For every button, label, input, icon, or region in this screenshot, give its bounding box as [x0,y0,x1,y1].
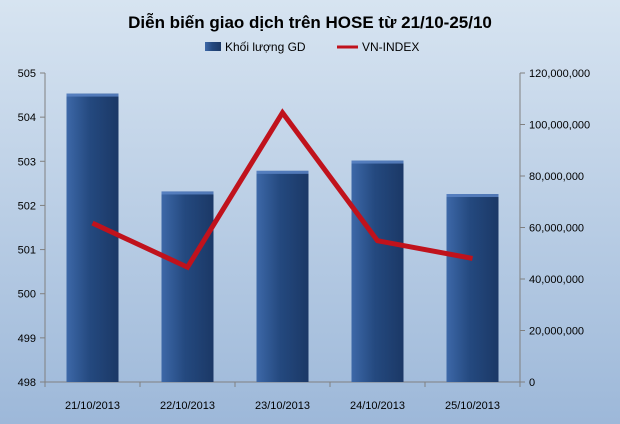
y-right-tick-label: 0 [529,377,535,389]
legend-label-line: VN-INDEX [362,40,419,54]
y-left-tick-label: 503 [18,156,36,168]
vn-index-line [91,108,473,271]
y-left-tick-label: 505 [18,68,36,80]
y-right-tick-label: 100,000,000 [529,120,590,132]
y-left-tick-label: 501 [18,245,36,257]
y-right-tick-label: 40,000,000 [529,274,584,286]
y-left-tick-label: 498 [18,377,36,389]
x-tick-label: 21/10/2013 [65,400,120,412]
y-right-tick-label: 20,000,000 [529,326,584,338]
bar-top-highlight [446,194,499,198]
y-right-tick-label: 120,000,000 [529,68,590,80]
bar-top-highlight [66,93,119,97]
chart-title: Diễn biến giao dịch trên HOSE từ 21/10-2… [128,13,492,32]
bar [256,170,309,382]
y-right-tick-label: 60,000,000 [529,223,584,235]
bar-top-highlight [161,191,214,195]
y-right-tick-label: 80,000,000 [529,171,584,183]
y-left-tick-label: 499 [18,333,36,345]
y-left-tick-label: 504 [18,112,36,124]
bar [446,194,499,382]
bar [161,191,214,382]
bar-top-highlight [351,160,404,164]
legend-swatch-bar [205,42,221,51]
x-tick-label: 23/10/2013 [255,400,310,412]
bar [351,160,404,382]
legend: Khối lượng GD VN-INDEX [205,40,419,54]
legend-label-bar: Khối lượng GD [225,40,306,54]
x-tick-label: 22/10/2013 [160,400,215,412]
plot-area: 498 499 500 501 502 503 504 505 0 20,000,000 40,00… [18,68,591,412]
y-left-tick-label: 502 [18,200,36,212]
x-tick-label: 25/10/2013 [445,400,500,412]
bar [66,93,119,382]
bar-top-highlight [256,170,309,174]
y-left-tick-label: 500 [18,289,36,301]
x-tick-label: 24/10/2013 [350,400,405,412]
